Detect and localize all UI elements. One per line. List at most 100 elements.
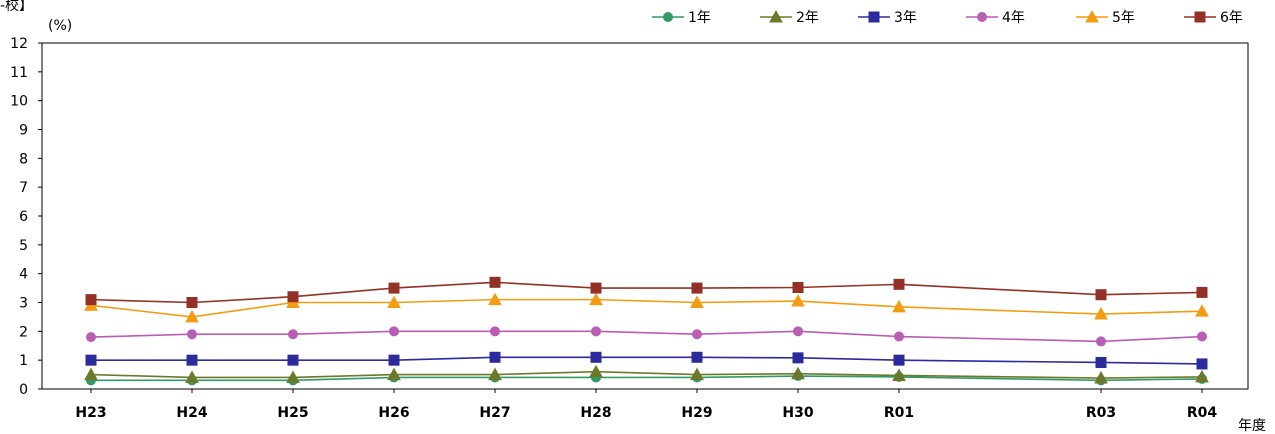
y-tick-label: 12 [10,36,28,52]
series-group [84,276,1209,386]
data-point [489,276,501,288]
data-point [287,354,299,366]
data-point [1094,306,1108,320]
x-tick-label: H25 [277,405,308,421]
data-point [489,351,501,363]
data-point [1197,331,1207,342]
data-point [86,332,96,343]
x-tick-label: H28 [580,405,611,421]
data-point [793,326,803,337]
series-4 [86,326,1207,347]
legend: 1年 2年 3年 4年 5年 6年 [652,9,1243,26]
series-6 [85,276,1208,308]
data-point [490,326,500,337]
x-tick-label: R01 [884,405,914,421]
x-tick-label: H27 [479,405,510,421]
data-point [792,352,804,364]
legend-marker [977,12,987,22]
data-point [1196,286,1208,298]
data-point [1095,289,1107,301]
data-point [893,278,905,290]
data-point [1094,370,1108,384]
data-point [388,282,400,294]
data-point [589,364,603,378]
data-point [892,299,906,313]
legend-label: 6年 [1220,10,1243,26]
data-point [186,354,198,366]
y-tick-label: 11 [10,65,28,81]
data-point [85,294,97,306]
data-point [389,326,399,337]
legend-marker [868,11,880,23]
y-tick-label: 3 [19,296,28,312]
legend-item: 4年 [966,10,1025,26]
data-point [488,292,502,306]
data-point [488,367,502,381]
data-point [388,354,400,366]
y-axis-unit-label: (%) [48,18,72,34]
y-tick-label: 6 [19,209,28,225]
series-5 [84,292,1209,323]
data-point [691,351,703,363]
x-tick-label: H29 [681,405,712,421]
data-point [591,326,601,337]
data-point [185,309,199,323]
legend-item: 2年 [760,9,819,26]
legend-label: 4年 [1002,10,1025,26]
y-tick-label: 1 [19,353,28,369]
data-point [187,329,197,340]
x-tick-label: H24 [176,405,207,421]
legend-item: 5年 [1076,9,1135,26]
legend-label: 2年 [796,10,819,26]
data-point [1195,304,1209,317]
data-point [590,282,602,294]
plot-area-border [41,42,1249,390]
data-point [1095,356,1107,368]
series-line [90,298,1203,318]
y-tick-label: 5 [19,238,28,254]
data-point [791,294,805,307]
data-point [286,370,300,383]
legend-label: 5年 [1112,10,1135,26]
data-point [690,367,704,381]
x-tick-label: H23 [75,405,106,421]
data-point [84,367,98,381]
x-tick-labels: H23 H24 H25 H26 H27 H28 H29 H30 R01 R03 R04 [75,389,1217,421]
x-axis-label: 年度 [1238,418,1266,434]
legend-item: 3年 [858,10,917,26]
data-point [186,297,198,308]
legend-marker [769,9,783,23]
series-3 [85,351,1208,370]
data-point [691,282,703,294]
x-tick-label: H30 [782,405,813,421]
y-tick-label: 2 [19,324,28,340]
x-tick-label: H26 [378,405,409,421]
legend-marker [1085,9,1099,23]
legend-marker [663,12,673,22]
data-point [590,351,602,363]
data-point [894,331,904,342]
data-point [791,366,805,380]
legend-item: 1年 [652,10,711,26]
data-point [288,329,298,340]
x-tick-label: R04 [1187,405,1218,421]
series-line [90,330,1203,343]
data-point [1195,369,1209,383]
legend-label: 1年 [688,10,711,26]
data-point [792,282,804,294]
data-point [690,295,704,308]
data-point [589,292,603,306]
header-fragment: -校】 [0,0,33,14]
x-tick-label: R03 [1086,405,1116,421]
y-tick-label: 10 [10,94,28,110]
series-2 [84,364,1209,384]
data-point [892,368,906,381]
series-line [90,281,1203,304]
y-tick-label: 4 [19,267,28,283]
data-point [1096,336,1106,347]
y-tick-label: 8 [19,151,28,167]
series-line [91,356,1203,365]
y-tick-label: 0 [19,382,28,398]
